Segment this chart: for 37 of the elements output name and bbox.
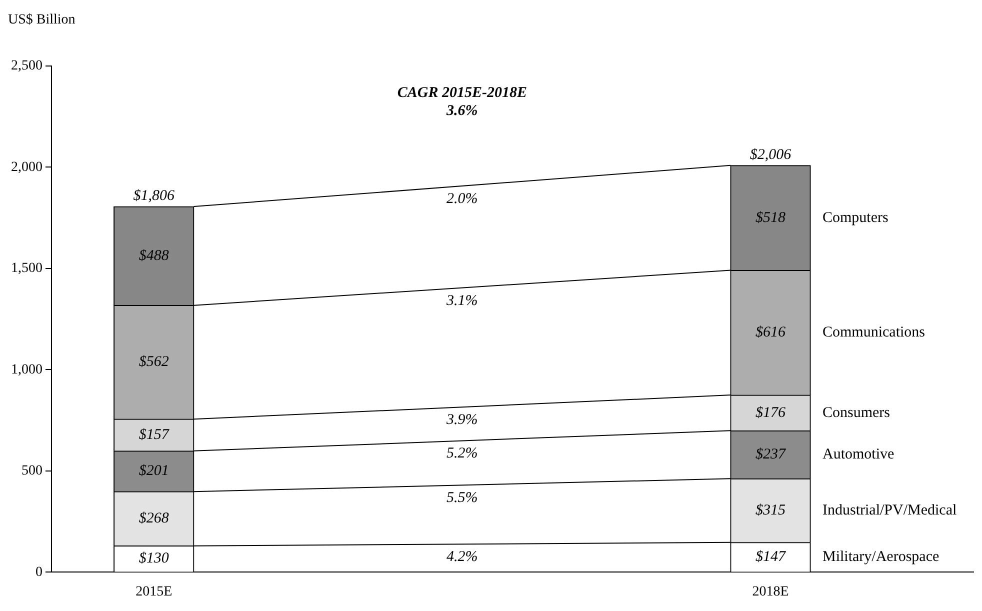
y-tick-label: 1,000 <box>11 362 42 378</box>
y-tick-label: 1,500 <box>11 261 42 276</box>
series-label: Automotive <box>822 446 895 463</box>
data-label: $130 <box>138 550 170 567</box>
series-label: Military/Aerospace <box>822 549 940 566</box>
data-label: $157 <box>138 426 170 443</box>
annotation: 5.5% <box>446 490 478 506</box>
annotation: 4.2% <box>446 549 478 566</box>
y-tick-label: 2,000 <box>11 160 42 175</box>
data-label: $518 <box>756 210 786 226</box>
y-tick-label: 500 <box>22 464 42 479</box>
y-axis-title: US$ Billion <box>8 12 76 28</box>
data-label: $562 <box>138 354 170 370</box>
series-label: Computers <box>822 210 888 226</box>
y-tick-label: 0 <box>36 564 42 580</box>
series-label: Industrial/PV/Medical <box>822 502 957 518</box>
annotation: 2.0% <box>446 190 478 207</box>
annotation: 3.1% <box>446 292 478 309</box>
series-label: Consumers <box>822 404 890 421</box>
annotation: 5.2% <box>446 446 478 462</box>
annotation: 3.6% <box>446 102 478 119</box>
total-label: $1,806 <box>133 188 175 204</box>
data-label: $268 <box>138 510 170 527</box>
total-label: $2,006 <box>750 146 792 163</box>
x-tick-label: 2015E <box>136 584 172 600</box>
data-label: $237 <box>756 446 788 463</box>
y-tick-label: 2,500 <box>11 58 42 74</box>
data-label: $488 <box>138 248 170 264</box>
data-label: $616 <box>756 324 786 341</box>
annotation: CAGR 2015E-2018E <box>397 84 527 101</box>
series-label: Communications <box>822 324 926 341</box>
data-label: $147 <box>756 549 788 566</box>
data-label: $315 <box>756 502 786 518</box>
data-label: $176 <box>756 404 786 421</box>
x-tick-label: 2018E <box>752 584 789 600</box>
annotation: 3.9% <box>446 412 478 428</box>
data-label: $201 <box>138 463 169 480</box>
